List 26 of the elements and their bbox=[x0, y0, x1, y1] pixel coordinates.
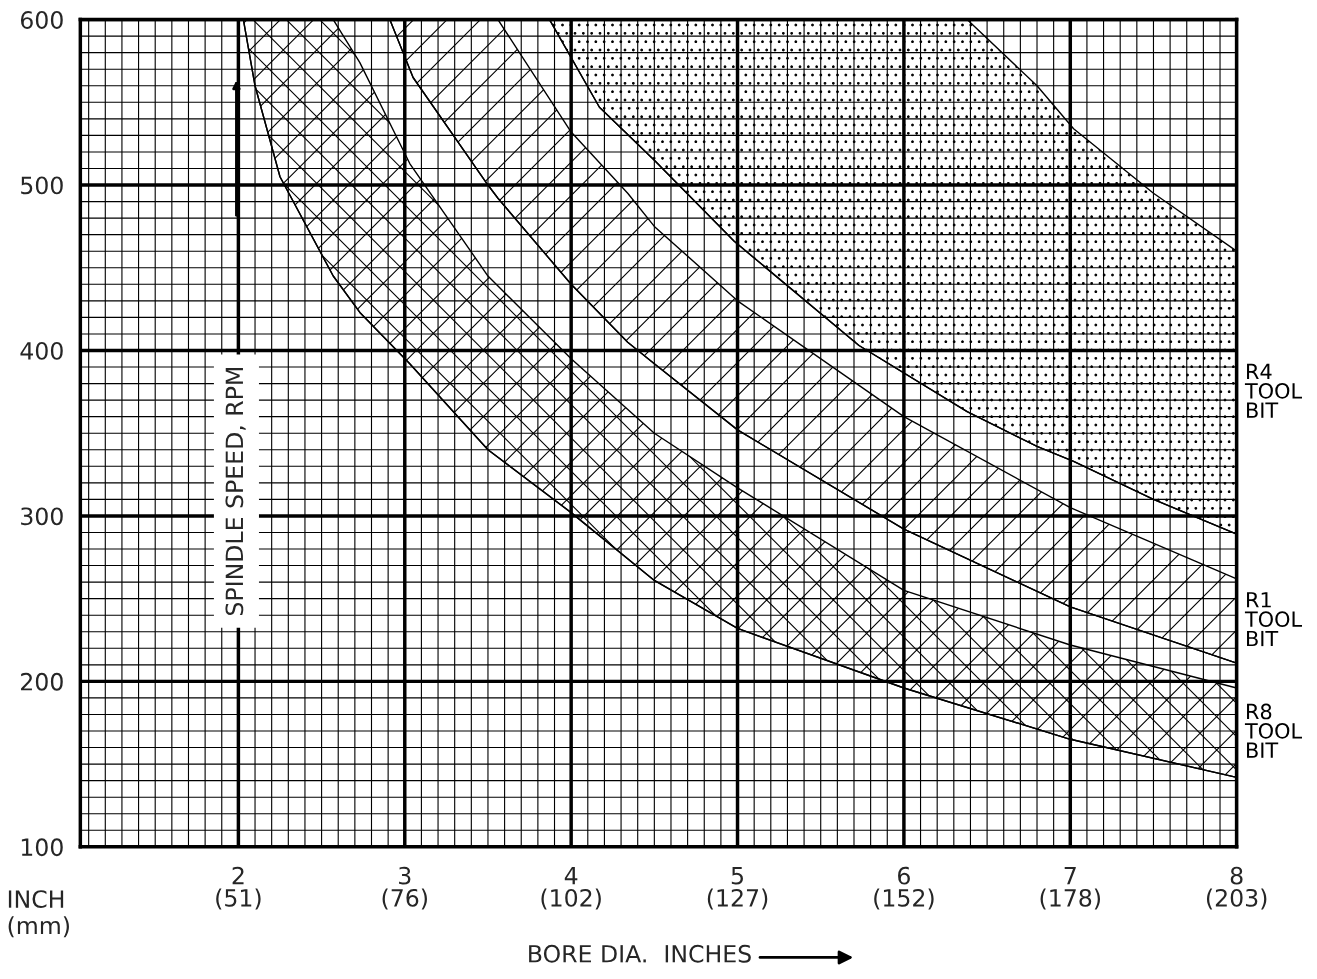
x-tick-label: 2 bbox=[232, 866, 244, 885]
y-tick-label: 300 bbox=[21, 507, 63, 526]
x2-tick-label: (152) bbox=[874, 888, 934, 910]
y-tick-label: 100 bbox=[21, 838, 63, 857]
x-tick-label: 3 bbox=[399, 866, 411, 885]
x-axis-title: BORE DIA. INCHES bbox=[529, 944, 751, 963]
series-label: R1 TOOL BIT bbox=[1244, 592, 1302, 647]
x2-tick-label: (76) bbox=[382, 888, 427, 910]
x-tick-label: 6 bbox=[898, 866, 910, 885]
text: R4 TOOL BIT bbox=[1244, 363, 1302, 418]
x2-tick-label: (51) bbox=[216, 888, 261, 910]
series-label: R8 TOOL BIT bbox=[1244, 703, 1302, 758]
y-axis-title: SPINDLE SPEED, RPM bbox=[225, 367, 246, 615]
y-tick-label: 200 bbox=[21, 672, 63, 691]
x-tick-label: 7 bbox=[1064, 867, 1076, 885]
y-tick-label: 500 bbox=[21, 176, 63, 195]
x-tick-label: 5 bbox=[731, 867, 743, 885]
x-tick-label: 8 bbox=[1230, 866, 1243, 885]
x2-tick-label: (127) bbox=[707, 888, 768, 910]
x2-tick-label: (178) bbox=[1040, 888, 1100, 910]
y-tick-label: 400 bbox=[20, 341, 63, 360]
x-tick-label: 4 bbox=[564, 867, 578, 885]
x2-tick-label: (203) bbox=[1206, 888, 1267, 910]
text: INCH (mm) bbox=[8, 890, 69, 938]
y-tick-label: 600 bbox=[20, 11, 63, 29]
x2-tick-label: (102) bbox=[541, 888, 601, 910]
